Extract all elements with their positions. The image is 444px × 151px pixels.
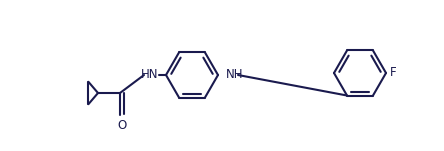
Text: HN: HN: [140, 67, 158, 80]
Text: F: F: [390, 66, 396, 79]
Text: NH: NH: [226, 67, 243, 80]
Text: O: O: [117, 119, 126, 132]
